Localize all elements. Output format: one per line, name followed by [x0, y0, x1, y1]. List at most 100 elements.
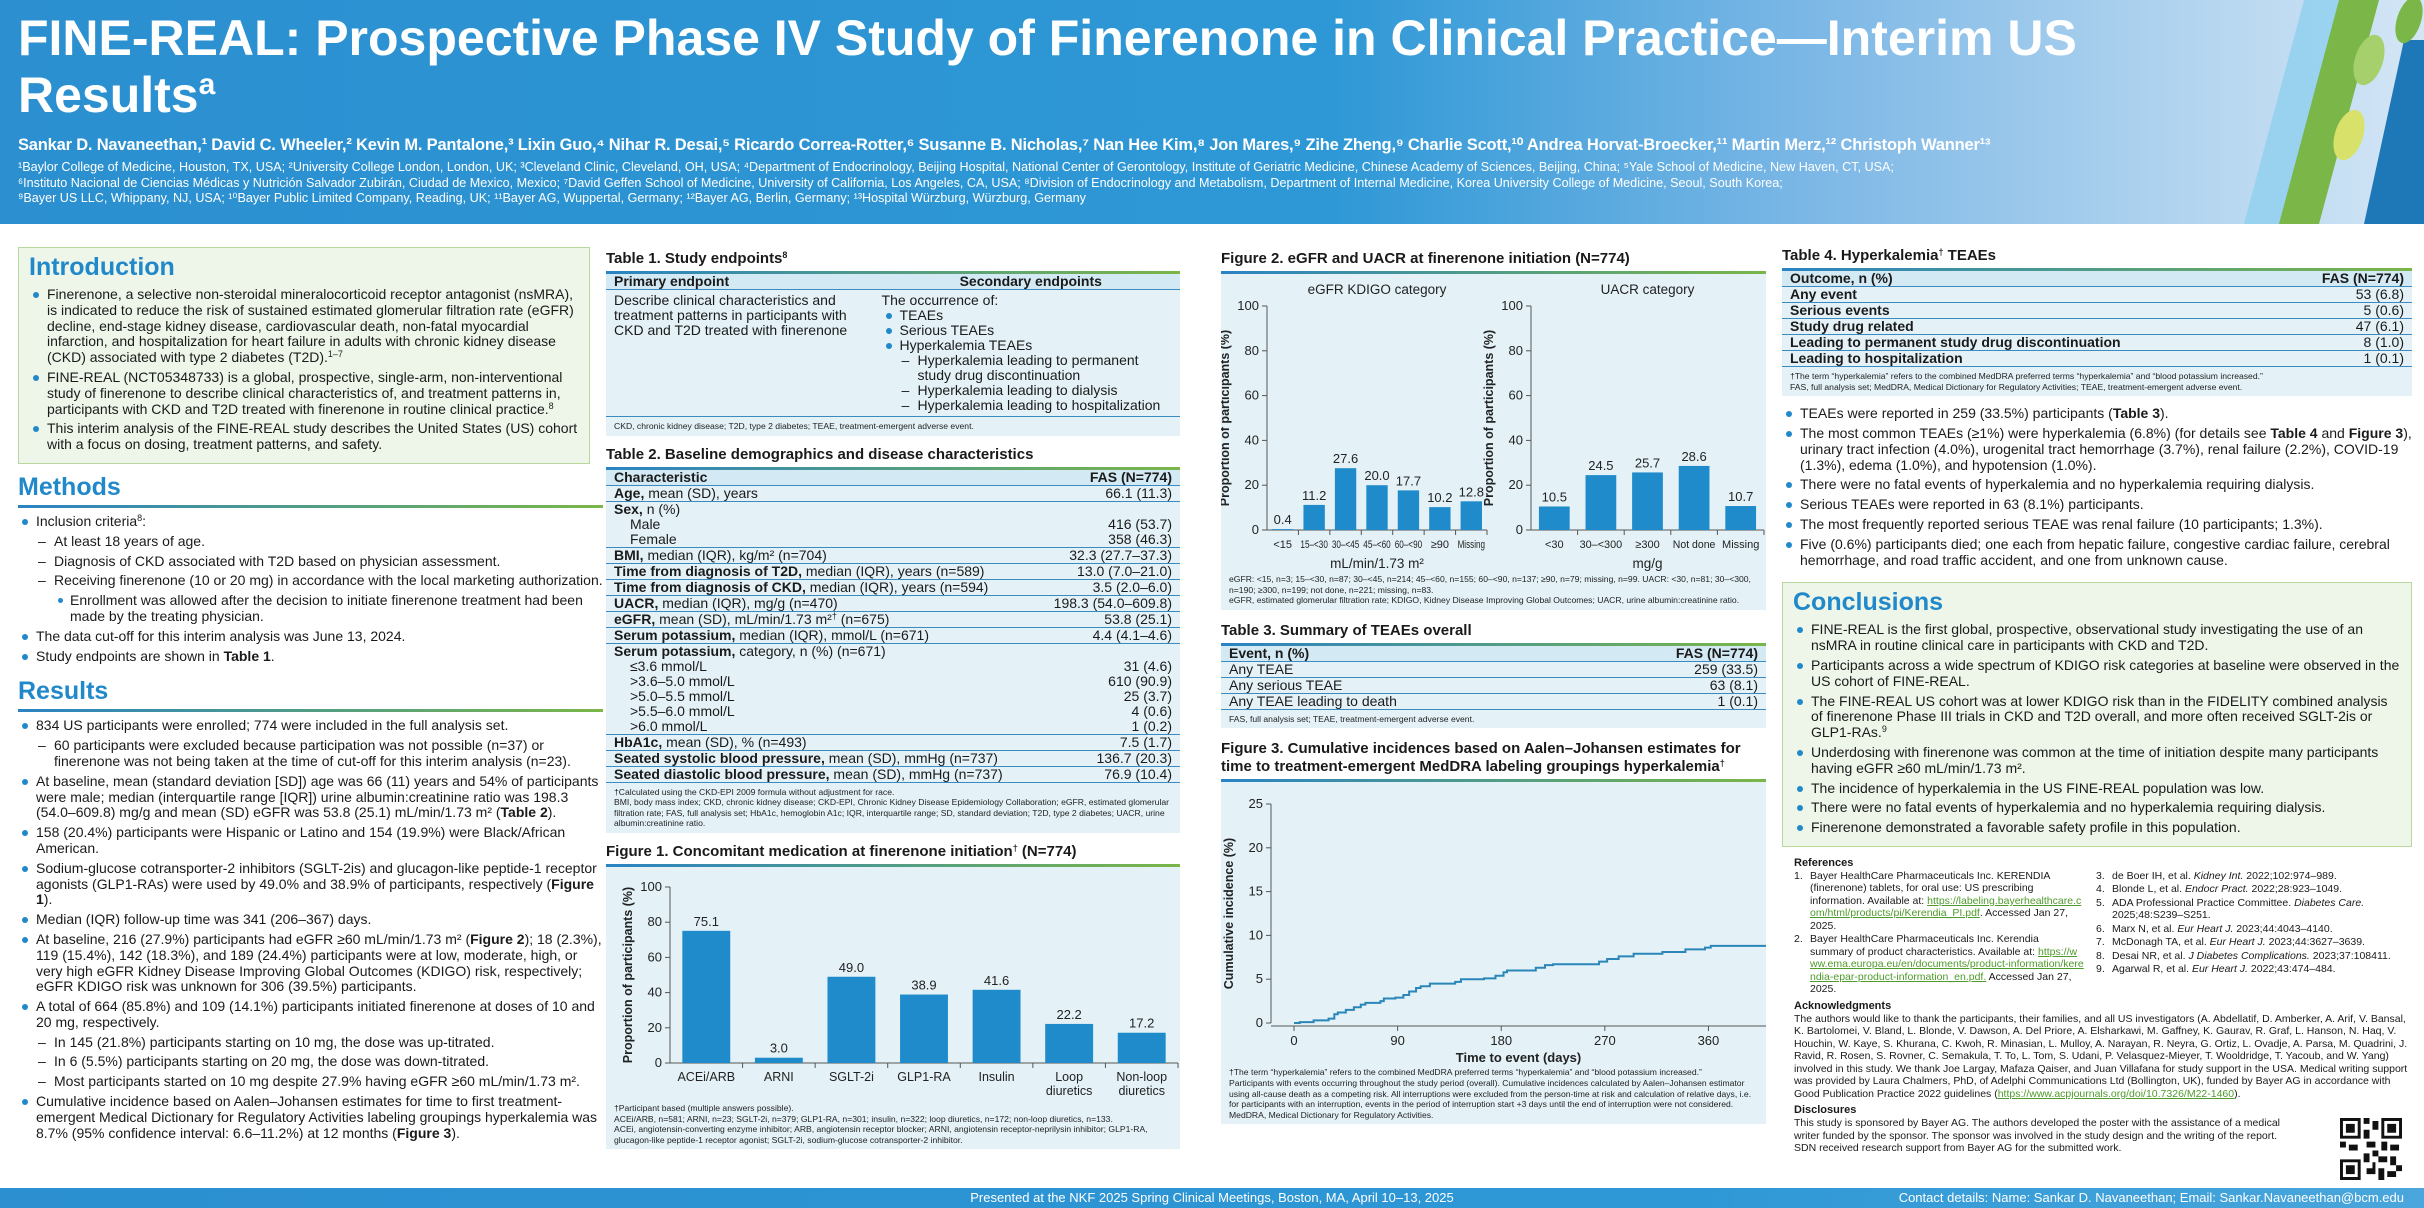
row-label: UACR, median (IQR), mg/g (n=470): [606, 595, 1037, 612]
row-label: Leading to permanent study drug disconti…: [1782, 334, 2274, 351]
list-item: At baseline, 216 (27.9%) participants ha…: [18, 930, 603, 995]
bar: [1397, 490, 1420, 530]
bold-text: Study drug related: [1790, 318, 1914, 334]
row-value: 8 (1.0): [2273, 334, 2412, 351]
list-item: Median (IQR) follow-up time was 341 (206…: [18, 911, 603, 928]
row-value: [1037, 501, 1180, 517]
footnote-line: †Calculated using the CKD-EPI 2009 formu…: [614, 786, 895, 797]
bold-text: BMI,: [614, 546, 644, 563]
row-label: Serum potassium, median (IQR), mmol/L (n…: [606, 627, 1037, 644]
list-item: There were no fatal events of hyperkalem…: [1782, 476, 2412, 493]
text-run: The authors would like to thank the part…: [1794, 1012, 2408, 1100]
bold-text: Leading to permanent study drug disconti…: [1790, 334, 2121, 350]
bar: [1117, 1032, 1166, 1063]
qr-code-icon[interactable]: [2340, 1118, 2402, 1180]
text-run: category, n (%) (n=671): [735, 642, 886, 659]
affiliation-line: ⁹Bayer US LLC, Whippany, NJ, USA; ¹⁰Baye…: [18, 191, 1086, 205]
table-row: >3.6–5.0 mmol/L 610 (90.9): [606, 673, 1180, 689]
row-label: Female: [606, 531, 1037, 548]
link[interactable]: https://www.ema.europa.eu/en/documents/p…: [1810, 945, 2084, 983]
bold-text: Figure 2: [470, 930, 525, 947]
text-run: Blonde L, et al.: [2112, 883, 2185, 896]
text-run: mean (SD), mL/min/1.73 m²: [655, 610, 832, 627]
chart-subtitle: eGFR KDIGO category: [1308, 282, 1447, 297]
text-run: ).: [451, 1124, 460, 1141]
bold-text: Time from diagnosis of CKD,: [614, 578, 806, 595]
text-run: Hyperkalemia leading to dialysis: [917, 382, 1118, 398]
italic-text: Endocr Pract.: [2184, 883, 2249, 896]
bold-text: Seated diastolic blood pressure,: [614, 765, 830, 782]
bar-value-label: 17.2: [1129, 1016, 1154, 1031]
list-item: There were no fatal events of hyperkalem…: [1793, 799, 2401, 816]
bar-value-label: 10.2: [1427, 490, 1452, 505]
text-run: . Accessed Jan 27, 2025.: [1810, 907, 2068, 932]
text-run: Five (0.6%) participants died; one each …: [1800, 535, 2390, 568]
bold-text: Figure 3: [396, 1124, 452, 1141]
y-tick-label: 10: [1249, 928, 1263, 943]
table-row: Male 416 (53.7): [606, 516, 1180, 532]
bar-value-label: 10.5: [1542, 489, 1567, 504]
bar: [1632, 472, 1663, 530]
affiliation-line: ¹Baylor College of Medicine, Houston, TX…: [18, 160, 1894, 174]
reference-item: 5. ADA Professional Practice Committee. D…: [2096, 897, 2412, 922]
list-item: 158 (20.4%) participants were Hispanic o…: [18, 824, 603, 857]
italic-text: Eur Heart J.: [2191, 963, 2248, 976]
reference-item: 6. Marx N, et al. Eur Heart J. 2023;44:40…: [2096, 923, 2412, 936]
text-run: Underdosing with finerenone was common a…: [1811, 743, 2379, 776]
bold-text: Any event: [1790, 286, 1857, 302]
row-label: Time from diagnosis of CKD, median (IQR)…: [606, 578, 1037, 596]
row-value: 53 (6.8): [2273, 286, 2412, 303]
text-run: The incidence of hyperkalemia in the US …: [1811, 779, 2265, 796]
bar-value-label: 17.7: [1396, 473, 1421, 488]
y-axis-label: Proportion of participants (%): [621, 887, 635, 1063]
reference-number: 7.: [2096, 936, 2105, 949]
reference-number: 4.: [2096, 883, 2105, 896]
row-value: 1 (0.1): [1576, 693, 1766, 710]
reference-item: 4. Blonde L, et al. Endocr Pract. 2022;28…: [2096, 883, 2412, 896]
footnote-line: Participants with events occurring throu…: [1229, 1077, 1752, 1110]
decorative-graphic-icon: [2244, 0, 2424, 224]
x-axis-label: Time to event (days): [1456, 1050, 1581, 1065]
bar: [682, 930, 731, 1063]
reference-item: 7. McDonagh TA, et al. Eur Heart J. 2023;…: [2096, 936, 2412, 949]
row-value: 63 (8.1): [1576, 677, 1766, 694]
superscript: 8: [137, 512, 143, 523]
reference-number: 5.: [2096, 896, 2105, 909]
x-axis-label: mg/g: [1632, 556, 1662, 571]
text-run: Hyperkalemia leading to permanent study …: [917, 352, 1139, 383]
text-run: Participants across a wide spectrum of K…: [1811, 656, 2400, 689]
safety-results: TEAEs were reported in 259 (33.5%) parti…: [1782, 405, 2412, 572]
bar-value-label: 41.6: [984, 973, 1009, 988]
table3-footnotes: FAS, full analysis set; TEAE, treatment-…: [1221, 709, 1766, 729]
bold-text: Table 1: [223, 647, 271, 664]
text-run: >6.0 mmol/L: [630, 717, 708, 734]
figure1-panel: 0 20 40 60 80 100 Proportion of participants (…: [606, 866, 1180, 1150]
list-item: This interim analysis of the FINE-REAL s…: [29, 421, 579, 453]
figure3-panel: 0 5 10 15 20 25 Cumulative incidence (%) 0 90 180…: [1221, 782, 1766, 1125]
bar: [827, 976, 876, 1063]
methods-section: Methods Inclusion criteria8: At least 18 …: [18, 471, 603, 668]
reference-number: 3.: [2096, 869, 2105, 882]
table-row: Any TEAE 259 (33.5): [1221, 661, 1766, 678]
link[interactable]: https://www.acpjournals.org/doi/10.7326/…: [1997, 1087, 2235, 1100]
text-run: TEAEs were reported in 259 (33.5%) parti…: [1800, 405, 2113, 422]
text-run: Any serious TEAE: [1229, 676, 1343, 693]
reference-item: 9. Agarwal R, et al. Eur Heart J. 2022;43…: [2096, 963, 2412, 976]
introduction-section: Introduction Finerenone, a selective non…: [18, 247, 590, 464]
bold-text: HbA1c,: [614, 733, 663, 750]
row-value: 3.5 (2.0–6.0): [1036, 579, 1180, 596]
table2: Characteristic FAS (N=774) Age, mean (SD),…: [606, 469, 1180, 783]
link[interactable]: https://labeling.bayerhealthcare.com/htm…: [1810, 894, 2082, 920]
x-axis-label: mL/min/1.73 m²: [1330, 556, 1424, 571]
x-tick-label: 0: [1290, 1033, 1297, 1048]
methods-heading: Methods: [18, 471, 603, 508]
secondary-endpoints: The occurrence of: TEAEs Serious TEAEs Hype…: [881, 289, 1180, 417]
y-tick-label: 100: [1237, 298, 1259, 313]
presented-at: Presented at the NKF 2025 Spring Clinica…: [970, 1190, 1454, 1205]
footnote-line: †Participant based (multiple answers pos…: [614, 1102, 794, 1113]
superscript: 1–7: [327, 349, 343, 360]
text-run: There were no fatal events of hyperkalem…: [1811, 799, 2326, 816]
column-3: Figure 2. eGFR and UACR at finerenone in…: [1221, 250, 1766, 1125]
table1-col-primary: Primary endpoint: [606, 274, 882, 290]
figure2-section: Figure 2. eGFR and UACR at finerenone in…: [1221, 250, 1766, 610]
